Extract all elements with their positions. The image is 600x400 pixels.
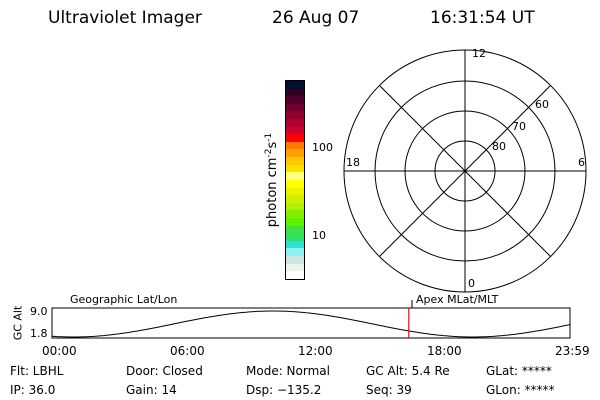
colorbar-band [286, 195, 304, 203]
colorbar-band [286, 119, 304, 127]
xtick-1800: 18:00 [427, 344, 462, 358]
mlt-label-18: 18 [346, 156, 360, 169]
status-gain: Gain: 14 [126, 383, 177, 397]
mlt-label-6: 6 [578, 156, 585, 169]
xtick-0600: 06:00 [170, 344, 205, 358]
colorbar-band [286, 88, 304, 97]
colorbar-band [286, 233, 304, 241]
time-label: 16:31:54 UT [430, 8, 535, 28]
status-gc-alt: GC Alt: 5.4 Re [366, 364, 450, 378]
lat-label-60: 60 [535, 98, 549, 111]
timeline-box [51, 307, 571, 339]
lat-label-70: 70 [512, 120, 526, 133]
apex-label: Apex MLat/MLT [416, 293, 499, 306]
geographic-label: Geographic Lat/Lon [70, 293, 178, 306]
colorbar-band [286, 248, 304, 257]
status-dsp: Dsp: −135.2 [246, 383, 322, 397]
colorbar-band [286, 179, 304, 188]
status-filter: Flt: LBHL [10, 364, 64, 378]
colorbar-band [286, 225, 304, 234]
mlt-label-0: 0 [468, 277, 475, 290]
instrument-title: Ultraviolet Imager [48, 8, 202, 28]
colorbar [285, 80, 305, 280]
colorbar-band [286, 263, 304, 272]
colorbar-band [286, 164, 304, 173]
colorbar-band [286, 157, 304, 165]
colorbar-tick-10: 10 [312, 229, 326, 242]
colorbar-band [286, 134, 304, 142]
colorbar-band [286, 187, 304, 196]
colorbar-band [286, 81, 304, 89]
polar-grid [343, 49, 587, 293]
colorbar-band [286, 256, 304, 264]
lat-label-80: 80 [492, 140, 506, 153]
ytick-1-8: 1.8 [30, 327, 48, 340]
colorbar-band [286, 271, 304, 279]
status-seq: Seq: 39 [366, 383, 412, 397]
date-label: 26 Aug 07 [272, 8, 360, 28]
colorbar-band [286, 111, 304, 120]
ytick-9: 9.0 [30, 305, 48, 318]
colorbar-band [286, 210, 304, 218]
colorbar-band [286, 149, 304, 158]
colorbar-band [286, 96, 304, 104]
xtick-2359: 23:59 [555, 344, 590, 358]
colorbar-band [286, 103, 304, 112]
gc-alt-axis-label: GC Alt [11, 305, 25, 341]
mlt-label-12: 12 [472, 47, 486, 60]
colorbar-band [286, 217, 304, 226]
xtick-1200: 12:00 [298, 344, 333, 358]
status-mode: Mode: Normal [246, 364, 330, 378]
colorbar-band [286, 172, 304, 180]
colorbar-tick-100: 100 [312, 141, 333, 154]
colorbar-band [286, 202, 304, 211]
colorbar-band [286, 126, 304, 135]
status-door: Door: Closed [126, 364, 203, 378]
colorbar-band [286, 240, 304, 249]
status-glat: GLat: ***** [486, 364, 552, 378]
polar-diagonal-2 [379, 85, 551, 257]
status-glon: GLon: ***** [486, 383, 555, 397]
gc-alt-curve [51, 310, 571, 338]
colorbar-band [286, 141, 304, 150]
xtick-0000: 00:00 [42, 344, 77, 358]
status-ip: IP: 36.0 [10, 383, 56, 397]
